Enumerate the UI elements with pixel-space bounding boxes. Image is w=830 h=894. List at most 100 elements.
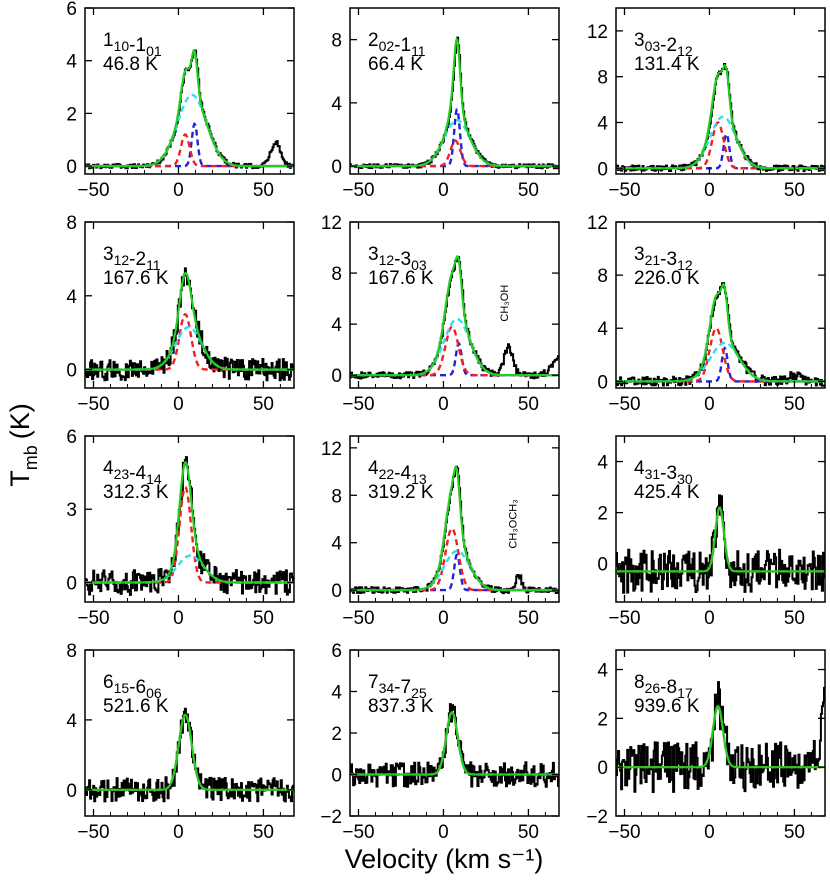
x-tick-label: 0 bbox=[704, 822, 715, 843]
total-fit-curve bbox=[85, 460, 294, 584]
component-narrow-curve bbox=[350, 108, 559, 168]
component-broad-curve bbox=[350, 119, 559, 168]
transition-label: 423-414 bbox=[103, 458, 162, 487]
x-tick-label: −50 bbox=[342, 394, 374, 415]
panel-frame bbox=[349, 435, 560, 603]
component-broad-curve bbox=[350, 317, 559, 377]
transition-label-main: 3 bbox=[634, 244, 645, 265]
transition-label-sub: 21 bbox=[645, 252, 661, 268]
plot-area bbox=[616, 494, 825, 594]
upper-energy-label: 46.8 K bbox=[103, 54, 158, 75]
x-tick-label: −50 bbox=[77, 608, 109, 629]
transition-label-main: 2 bbox=[368, 30, 379, 51]
transition-label: 312-211 bbox=[103, 244, 161, 273]
y-tick-label: 2 bbox=[331, 724, 342, 745]
y-tick-label: 0 bbox=[597, 555, 608, 576]
panel-frame bbox=[349, 649, 560, 817]
transition-label-sub: 15 bbox=[114, 680, 130, 696]
upper-energy-label: 167.6 K bbox=[368, 268, 434, 289]
y-tick-label: 3 bbox=[66, 500, 77, 521]
y-tick-label: 4 bbox=[597, 319, 608, 340]
upper-energy-label: 312.3 K bbox=[103, 482, 169, 503]
y-axis-title-symbol: T bbox=[5, 470, 35, 487]
y-tick-label: 0 bbox=[66, 781, 77, 802]
y-tick-label: 0 bbox=[331, 366, 342, 387]
y-tick-label: −2 bbox=[320, 807, 342, 828]
x-tick-label: 0 bbox=[173, 180, 184, 201]
transition-label-sub: 31 bbox=[645, 466, 661, 482]
y-tick-label: 0 bbox=[597, 758, 608, 779]
y-tick-label: 6 bbox=[331, 641, 342, 662]
transition-label: 321-312 bbox=[634, 244, 693, 273]
x-tick-label: 50 bbox=[518, 822, 539, 843]
x-tick-label: 0 bbox=[704, 394, 715, 415]
transition-label-main: -7 bbox=[394, 677, 411, 698]
panel-frame bbox=[84, 221, 295, 389]
total-fit-curve bbox=[85, 271, 294, 371]
panel-frame bbox=[349, 7, 560, 175]
x-tick-label: −50 bbox=[608, 608, 640, 629]
y-tick-label: 6 bbox=[66, 0, 77, 20]
y-tick-label: 4 bbox=[66, 287, 77, 308]
transition-label-sub: 14 bbox=[146, 471, 162, 487]
transition-label-main: -3 bbox=[394, 249, 411, 270]
y-tick-label: 0 bbox=[66, 361, 77, 382]
transition-label-sub: 12 bbox=[677, 257, 693, 273]
y-tick-label: 8 bbox=[66, 213, 77, 234]
y-tick-label: 2 bbox=[597, 709, 608, 730]
total-fit-curve bbox=[616, 704, 825, 769]
plot-area bbox=[350, 465, 559, 595]
y-tick-label: 4 bbox=[331, 94, 342, 115]
x-tick-label: 0 bbox=[704, 180, 715, 201]
plot-area bbox=[350, 36, 559, 170]
transition-label-main: -1 bbox=[129, 35, 146, 56]
transition-label-main: 4 bbox=[103, 458, 114, 479]
transition-label-main: -4 bbox=[129, 463, 146, 484]
component-narrow-curve bbox=[350, 553, 559, 592]
component-medium-curve bbox=[616, 121, 825, 170]
y-tick-label: 2 bbox=[66, 104, 77, 125]
x-tick-label: 50 bbox=[784, 822, 805, 843]
plot-area bbox=[85, 707, 294, 803]
panel-frame bbox=[615, 221, 826, 389]
x-tick-label: 50 bbox=[253, 608, 274, 629]
x-tick-label: 0 bbox=[173, 822, 184, 843]
y-tick-label: 0 bbox=[331, 581, 342, 602]
y-tick-label: 4 bbox=[597, 113, 608, 134]
y-tick-label: 8 bbox=[597, 266, 608, 287]
transition-label: 431-330 bbox=[634, 458, 693, 487]
upper-energy-label: 521.6 K bbox=[103, 696, 169, 717]
component-broad-curve bbox=[350, 549, 559, 592]
plot-area bbox=[85, 456, 294, 596]
x-tick-label: −50 bbox=[77, 180, 109, 201]
transition-label-main: 4 bbox=[634, 458, 645, 479]
panel-frame bbox=[349, 221, 560, 389]
transition-label: 615-606 bbox=[103, 672, 162, 701]
transition-label: 826-817 bbox=[634, 672, 693, 701]
transition-label-sub: 17 bbox=[677, 685, 693, 701]
transition-label-main: -8 bbox=[660, 677, 677, 698]
transition-label: 110-101 bbox=[103, 30, 162, 59]
y-tick-label: 0 bbox=[66, 157, 77, 178]
transition-label-main: 1 bbox=[103, 30, 114, 51]
transition-label-sub: 02 bbox=[379, 38, 395, 54]
total-fit-curve bbox=[85, 713, 294, 791]
y-axis-title-unit: (K) bbox=[5, 403, 35, 439]
transition-label-sub: 12 bbox=[379, 252, 395, 268]
y-tick-label: 8 bbox=[597, 68, 608, 89]
transition-label-sub: 25 bbox=[411, 685, 427, 701]
x-tick-label: 0 bbox=[438, 180, 449, 201]
x-tick-label: 50 bbox=[253, 394, 274, 415]
x-tick-label: 50 bbox=[518, 394, 539, 415]
observed-spectrum bbox=[85, 707, 294, 803]
x-tick-label: 50 bbox=[518, 608, 539, 629]
x-tick-label: 50 bbox=[253, 822, 274, 843]
transition-label-sub: 12 bbox=[677, 43, 693, 59]
plot-area bbox=[350, 254, 559, 380]
x-tick-label: −50 bbox=[342, 180, 374, 201]
total-fit-curve bbox=[350, 36, 559, 168]
